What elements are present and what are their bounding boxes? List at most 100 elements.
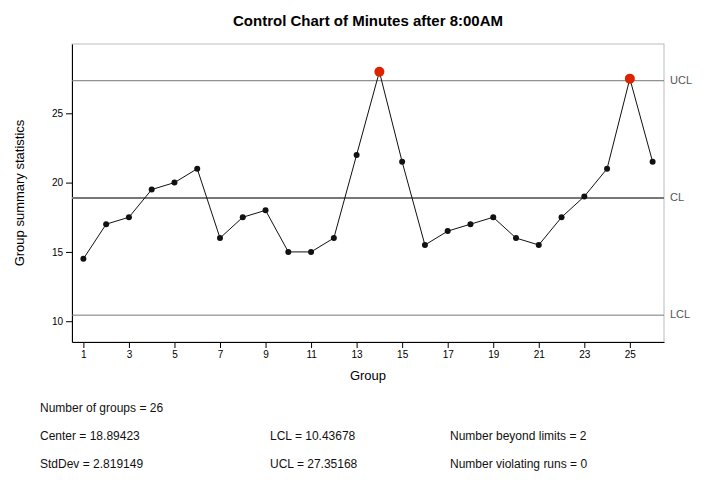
x-tick-label: 17 [443, 349, 455, 360]
reference-label: LCL [670, 308, 690, 320]
annotation: Center = 18.89423 [40, 429, 140, 443]
x-tick: 1 [81, 342, 87, 360]
x-tick: 17 [443, 342, 455, 360]
annotation: Number beyond limits = 2 [450, 429, 587, 443]
x-tick: 3 [127, 342, 133, 360]
data-point [650, 159, 656, 165]
x-tick-mark [539, 342, 540, 348]
x-tick-mark [357, 342, 358, 348]
data-point [149, 187, 155, 193]
y-axis: 10 15 20 25 [52, 45, 73, 343]
data-point [171, 180, 177, 186]
x-tick: 11 [306, 342, 317, 360]
x-tick-label: 21 [534, 349, 546, 360]
data-point [285, 249, 291, 255]
x-tick-mark [402, 342, 403, 348]
x-tick-label: 15 [397, 349, 409, 360]
x-tick-mark [493, 342, 494, 348]
y-tick-mark [66, 321, 72, 322]
x-tick: 9 [263, 342, 269, 360]
chart: 13579111315171921232510152025UCLCLLCLCon… [0, 0, 720, 492]
x-tick: 21 [534, 342, 546, 360]
y-axis-title: Group summary statistics [12, 119, 27, 266]
y-tick-label: 10 [52, 316, 64, 327]
y-tick: 10 [52, 316, 72, 327]
data-point [559, 214, 565, 220]
annotation: LCL = 10.43678 [270, 429, 356, 443]
x-tick-label: 3 [127, 349, 133, 360]
x-tick: 15 [397, 342, 409, 360]
x-tick-label: 5 [172, 349, 178, 360]
annotation: Number of groups = 26 [40, 401, 163, 415]
y-tick-mark [66, 252, 72, 253]
data-point [399, 159, 405, 165]
x-tick-label: 23 [579, 349, 591, 360]
title: Control Chart of Minutes after 8:00AM [233, 12, 503, 29]
x-tick-mark [584, 342, 585, 348]
data-point [103, 221, 109, 227]
data-point [513, 235, 519, 241]
x-tick-mark [83, 342, 84, 348]
y-tick-mark [66, 113, 72, 114]
reference-line [72, 315, 664, 316]
data-point [240, 214, 246, 220]
y-tick: 25 [52, 108, 72, 119]
data-point [126, 214, 132, 220]
x-tick: 7 [218, 342, 224, 360]
plot-area [72, 67, 664, 315]
x-tick: 19 [488, 342, 500, 360]
annotation: Number violating runs = 0 [450, 457, 587, 471]
annotation: StdDev = 2.819149 [40, 457, 143, 471]
reference-line [72, 197, 664, 199]
reference-line [72, 80, 664, 81]
y-axis-line [72, 45, 73, 343]
x-tick-mark [266, 342, 267, 348]
data-point [354, 152, 360, 158]
data-point [331, 235, 337, 241]
data-point [536, 242, 542, 248]
data-point [194, 166, 200, 172]
data-point [263, 207, 269, 213]
y-tick-label: 15 [52, 247, 64, 258]
x-tick: 13 [352, 342, 364, 360]
x-axis-line [73, 342, 665, 343]
x-axis-title: Group [350, 368, 386, 383]
y-tick-label: 25 [52, 108, 64, 119]
x-tick-label: 11 [306, 349, 317, 360]
y-tick: 15 [52, 247, 72, 258]
data-point [422, 242, 428, 248]
x-tick-label: 1 [81, 349, 87, 360]
data-point [467, 221, 473, 227]
x-tick-mark [174, 342, 175, 348]
x-tick-label: 19 [488, 349, 500, 360]
data-point [625, 74, 635, 84]
x-tick-label: 7 [218, 349, 224, 360]
y-tick: 20 [52, 177, 72, 188]
data-point [581, 193, 587, 199]
data-line [83, 72, 652, 259]
data-point [308, 249, 314, 255]
data-point [80, 256, 86, 262]
y-tick-label: 20 [52, 177, 64, 188]
data-point [604, 166, 610, 172]
x-tick-mark [448, 342, 449, 348]
x-axis: 135791113151719212325 [73, 342, 665, 360]
reference-label: CL [670, 191, 684, 203]
data-point [445, 228, 451, 234]
x-tick-mark [311, 342, 312, 348]
x-tick: 25 [625, 342, 637, 360]
plot-frame [72, 44, 664, 342]
x-tick-label: 25 [625, 349, 637, 360]
annotation: UCL = 27.35168 [270, 457, 358, 471]
reference-label: UCL [670, 74, 692, 86]
x-tick-mark [630, 342, 631, 348]
data-point [490, 214, 496, 220]
x-tick: 5 [172, 342, 178, 360]
data-point [217, 235, 223, 241]
y-tick-mark [66, 183, 72, 184]
data-point [374, 67, 384, 77]
x-tick-label: 13 [352, 349, 364, 360]
x-tick-label: 9 [263, 349, 269, 360]
x-tick: 23 [579, 342, 591, 360]
x-tick-mark [129, 342, 130, 348]
